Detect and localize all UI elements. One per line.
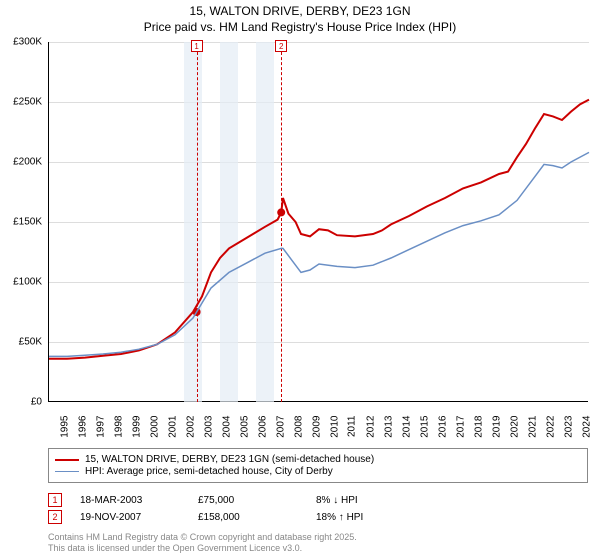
x-tick-label: 2022 [545, 416, 556, 438]
x-tick-label: 1996 [77, 416, 88, 438]
x-tick-label: 2001 [167, 416, 178, 438]
y-tick-label: £150K [13, 217, 42, 228]
x-tick-label: 2015 [419, 416, 430, 438]
y-tick-label: £250K [13, 97, 42, 108]
x-tick-label: 2019 [491, 416, 502, 438]
x-tick-label: 2018 [473, 416, 484, 438]
x-tick-label: 1998 [113, 416, 124, 438]
x-tick-label: 2010 [329, 416, 340, 438]
x-tick-label: 1995 [59, 416, 70, 438]
y-tick-label: £200K [13, 157, 42, 168]
chart-title: 15, WALTON DRIVE, DERBY, DE23 1GN Price … [0, 0, 600, 35]
chart-container: 15, WALTON DRIVE, DERBY, DE23 1GN Price … [0, 0, 600, 560]
x-tick-label: 2021 [527, 416, 538, 438]
x-tick-label: 2013 [383, 416, 394, 438]
title-line1: 15, WALTON DRIVE, DERBY, DE23 1GN [190, 4, 411, 18]
legend-item: HPI: Average price, semi-detached house,… [55, 466, 581, 477]
x-tick-label: 2020 [509, 416, 520, 438]
y-axis-labels: £0£50K£100K£150K£200K£250K£300K [0, 42, 44, 402]
y-tick-label: £50K [19, 337, 42, 348]
plot-region: 12 [48, 42, 588, 402]
x-tick-label: 2024 [581, 416, 592, 438]
footer-attribution: Contains HM Land Registry data © Crown c… [48, 532, 357, 554]
line-series [49, 42, 589, 402]
transaction-table: 118-MAR-2003£75,0008% ↓ HPI 219-NOV-2007£… [48, 490, 588, 527]
x-tick-label: 2006 [257, 416, 268, 438]
footer-line1: Contains HM Land Registry data © Crown c… [48, 532, 357, 542]
x-tick-label: 2016 [437, 416, 448, 438]
x-tick-label: 2009 [311, 416, 322, 438]
x-tick-label: 2004 [221, 416, 232, 438]
x-tick-label: 2000 [149, 416, 160, 438]
x-tick-label: 2014 [401, 416, 412, 438]
x-tick-label: 2017 [455, 416, 466, 438]
x-tick-label: 2007 [275, 416, 286, 438]
x-tick-label: 2023 [563, 416, 574, 438]
x-tick-label: 1999 [131, 416, 142, 438]
title-line2: Price paid vs. HM Land Registry's House … [144, 20, 456, 34]
x-tick-label: 2005 [239, 416, 250, 438]
y-tick-label: £300K [13, 37, 42, 48]
x-tick-label: 2008 [293, 416, 304, 438]
transaction-row: 118-MAR-2003£75,0008% ↓ HPI [48, 493, 588, 507]
chart-area: 12 £0£50K£100K£150K£200K£250K£300K 19951… [48, 42, 588, 402]
x-tick-label: 2012 [365, 416, 376, 438]
x-tick-label: 1997 [95, 416, 106, 438]
x-tick-label: 2002 [185, 416, 196, 438]
footer-line2: This data is licensed under the Open Gov… [48, 543, 302, 553]
y-tick-label: £100K [13, 277, 42, 288]
legend-item: 15, WALTON DRIVE, DERBY, DE23 1GN (semi-… [55, 454, 581, 465]
x-tick-label: 2011 [347, 416, 358, 438]
y-tick-label: £0 [31, 397, 42, 408]
transaction-row: 219-NOV-2007£158,00018% ↑ HPI [48, 510, 588, 524]
x-tick-label: 2003 [203, 416, 214, 438]
legend: 15, WALTON DRIVE, DERBY, DE23 1GN (semi-… [48, 448, 588, 483]
